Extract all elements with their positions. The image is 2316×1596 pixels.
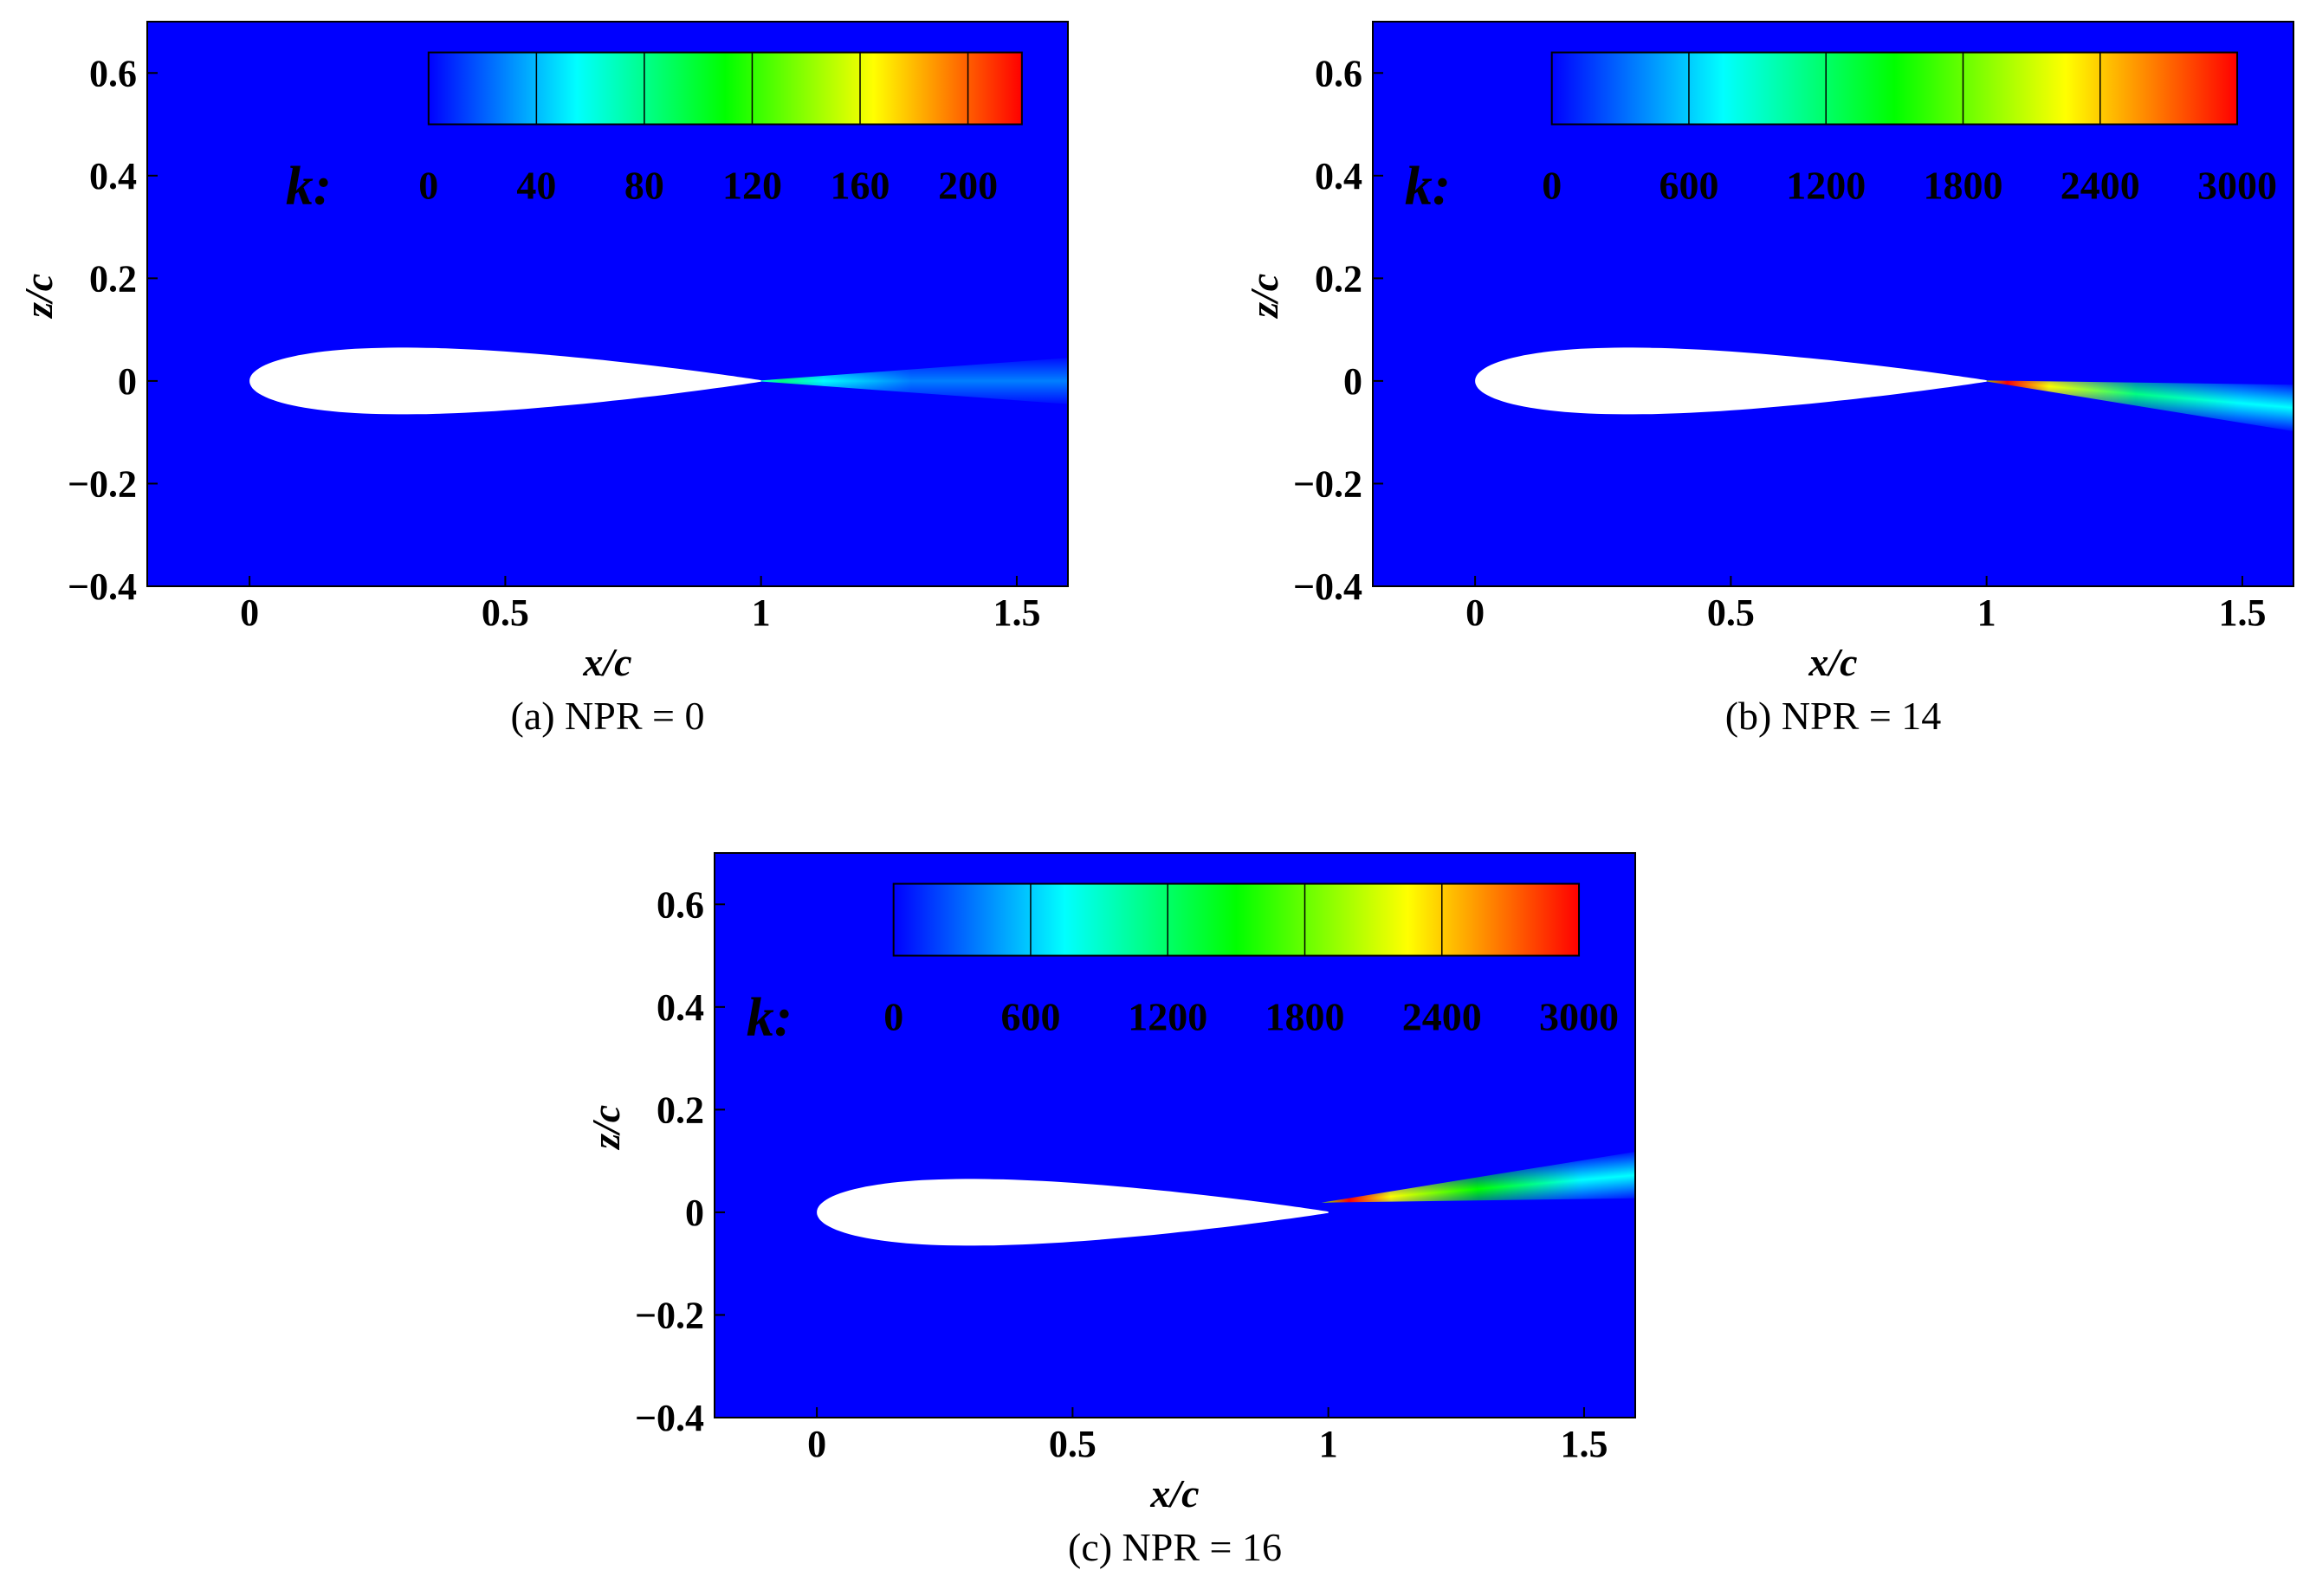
x-tick-label: 0.5 (1707, 591, 1755, 634)
x-tick-label: 0.5 (1049, 1423, 1097, 1465)
colorbar-tick-label: 2400 (1402, 994, 1482, 1038)
y-tick-label: 0.4 (89, 155, 137, 197)
colorbar-title: k: (286, 154, 332, 216)
colorbar-tick-label: 0 (883, 994, 903, 1038)
colorbar (892, 882, 1581, 957)
y-tick-label: −0.2 (635, 1294, 704, 1336)
colorbar-tick-label: 1200 (1128, 994, 1207, 1038)
contour-panel-c: 0 0.5 1 1.5 −0.4 −0.2 0 0.2 0.4 0.6 x/c z/c 0 600 1200… (563, 831, 1672, 1585)
wake-region (1321, 1147, 1635, 1203)
wake-shear-layer (1979, 380, 2293, 436)
y-tick-label: 0.6 (1315, 52, 1362, 94)
x-tick-label: 0 (807, 1423, 826, 1465)
colorbar-tick-label: 120 (722, 163, 782, 207)
colorbar-tick-label: 2400 (2060, 163, 2140, 207)
x-tick-label: 1.5 (2218, 591, 2266, 634)
plot-frame (714, 852, 1636, 1418)
y-tick-label: 0.2 (89, 257, 137, 300)
y-axis-label: z/c (584, 1105, 628, 1151)
wake-plume (1321, 1147, 1635, 1203)
y-axis-label: z/c (1242, 274, 1286, 320)
colorbar-tick-label: 0 (418, 163, 438, 207)
wake-shear-layer (754, 358, 1068, 404)
y-tick-label: −0.4 (1293, 565, 1362, 608)
panel-caption: (b) NPR = 14 (1725, 694, 1942, 738)
plot-frame (146, 21, 1069, 587)
colorbar-tick-label: 40 (516, 163, 556, 207)
y-tick-label: 0.4 (657, 986, 704, 1029)
airfoil-shape (1475, 347, 1987, 415)
colorbar-tick-label: 1200 (1786, 163, 1866, 207)
x-tick-label: 1 (1977, 591, 1996, 634)
contour-plot-a: 0 0.5 1 1.5 −0.4 −0.2 0 0.2 0.4 0.6 x/c z/c 0 40 80 120… (16, 21, 1069, 738)
colorbar-tick-label: 160 (831, 163, 890, 207)
x-tick-label: 0.5 (482, 591, 529, 634)
y-tick-label: 0 (685, 1192, 704, 1234)
colorbar (1550, 51, 2239, 126)
x-tick-label: 0 (1465, 591, 1485, 634)
airfoil-shape (249, 347, 761, 415)
panel-caption: (a) NPR = 0 (511, 694, 705, 738)
colorbar-tick-label: 1800 (1265, 994, 1345, 1038)
x-tick-label: 1.5 (1560, 1423, 1608, 1465)
y-tick-label: 0 (1343, 360, 1362, 403)
x-tick-label: 0 (240, 591, 259, 634)
x-axis-label: x/c (582, 640, 631, 684)
contour-plot-b: 0 0.5 1 1.5 −0.4 −0.2 0 0.2 0.4 0.6 x/c z/c 0 600 1200… (1242, 21, 2294, 738)
colorbar-title: k: (1405, 154, 1451, 216)
colorbar-tick-label: 600 (1659, 163, 1718, 207)
colorbar-tick-label: 3000 (1539, 994, 1619, 1038)
colorbar-tick-label: 200 (938, 163, 998, 207)
contour-panel-b: 0 0.5 1 1.5 −0.4 −0.2 0 0.2 0.4 0.6 x/c z/c 0 600 1200… (1213, 0, 2316, 753)
x-tick-label: 1.5 (993, 591, 1040, 634)
y-tick-label: 0.6 (657, 883, 704, 926)
contour-panel-a: 0 0.5 1 1.5 −0.4 −0.2 0 0.2 0.4 0.6 x/c z/c 0 40 80 120… (0, 0, 1109, 753)
wake-plume (1979, 380, 2293, 436)
y-tick-label: 0 (118, 360, 137, 403)
y-tick-label: −0.4 (635, 1397, 704, 1439)
colorbar-title: k: (747, 985, 792, 1047)
y-tick-label: 0.6 (89, 52, 137, 94)
colorbar-tick-label: 80 (624, 163, 664, 207)
panel-caption: (c) NPR = 16 (1068, 1525, 1282, 1569)
y-tick-label: 0.2 (1315, 257, 1362, 300)
y-tick-label: 0.2 (657, 1089, 704, 1131)
y-tick-label: −0.2 (1293, 462, 1362, 505)
y-tick-label: −0.2 (68, 462, 137, 505)
y-axis-label: z/c (16, 274, 61, 320)
colorbar-tick-label: 600 (1000, 994, 1060, 1038)
wake-shear-layer (1321, 1147, 1635, 1203)
contour-plot-c: 0 0.5 1 1.5 −0.4 −0.2 0 0.2 0.4 0.6 x/c z/c 0 600 1200… (584, 852, 1636, 1569)
x-tick-label: 1 (1319, 1423, 1338, 1465)
y-tick-label: 0.4 (1315, 155, 1362, 197)
x-axis-label: x/c (1808, 640, 1857, 684)
colorbar (427, 51, 1023, 126)
y-tick-label: −0.4 (68, 565, 137, 608)
airfoil-shape (817, 1179, 1329, 1246)
x-axis-label: x/c (1149, 1471, 1199, 1515)
colorbar-tick-label: 3000 (2197, 163, 2277, 207)
colorbar-tick-label: 0 (1542, 163, 1562, 207)
colorbar-tick-label: 1800 (1924, 163, 2003, 207)
plot-frame (1372, 21, 2294, 587)
x-tick-label: 1 (752, 591, 771, 634)
wake-plume (754, 358, 1068, 404)
wake-region (754, 358, 1068, 404)
wake-region (1979, 380, 2293, 436)
